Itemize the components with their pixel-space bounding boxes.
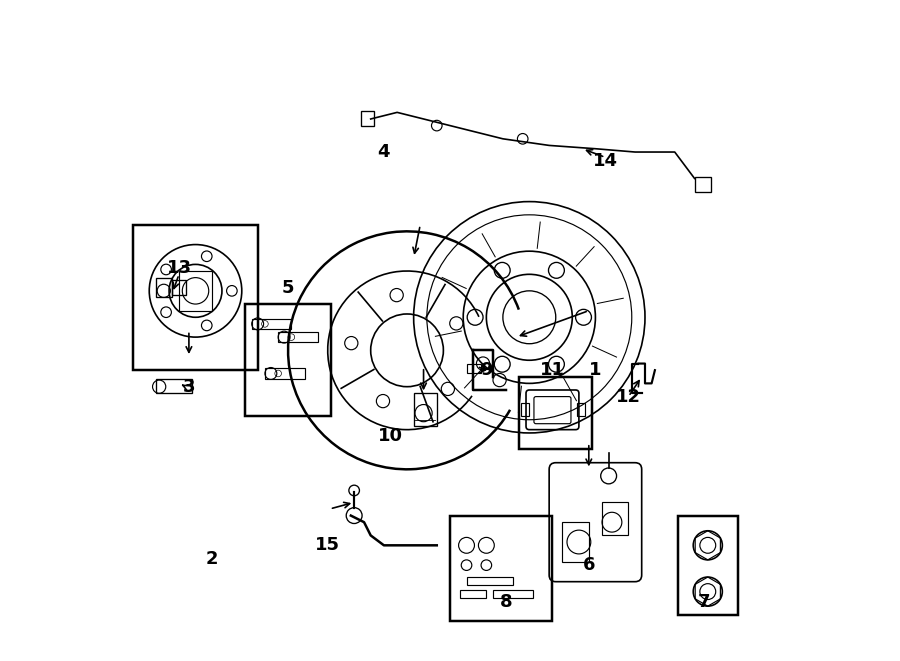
Bar xyxy=(361,111,374,126)
Bar xyxy=(466,577,513,585)
Bar xyxy=(179,271,212,311)
Text: 13: 13 xyxy=(166,258,192,277)
Text: 6: 6 xyxy=(582,556,595,574)
Bar xyxy=(450,516,553,621)
Text: 9: 9 xyxy=(480,361,492,379)
Text: 12: 12 xyxy=(616,387,641,406)
Text: 11: 11 xyxy=(540,361,565,379)
Text: 14: 14 xyxy=(593,151,617,170)
Bar xyxy=(519,377,592,449)
Bar xyxy=(493,590,533,598)
Text: 8: 8 xyxy=(500,592,512,611)
Bar xyxy=(460,590,486,598)
Bar xyxy=(278,332,318,342)
Text: 7: 7 xyxy=(698,592,711,611)
Bar xyxy=(252,319,292,329)
Bar xyxy=(132,225,258,370)
Bar xyxy=(466,364,482,373)
Bar xyxy=(245,304,331,416)
Bar xyxy=(265,368,304,379)
Bar xyxy=(562,522,589,562)
Text: 2: 2 xyxy=(206,549,219,568)
Bar xyxy=(156,278,173,297)
Bar xyxy=(577,403,585,416)
Bar xyxy=(173,280,185,295)
Text: 5: 5 xyxy=(282,278,294,297)
Text: 15: 15 xyxy=(315,536,340,555)
Text: 4: 4 xyxy=(378,143,391,161)
Bar xyxy=(156,379,193,393)
Text: 3: 3 xyxy=(183,377,195,396)
Bar xyxy=(602,502,628,535)
Bar xyxy=(414,393,436,426)
Bar xyxy=(695,177,711,192)
Text: 10: 10 xyxy=(378,427,403,446)
Text: 1: 1 xyxy=(590,361,602,379)
Bar xyxy=(678,516,737,615)
Bar xyxy=(521,403,528,416)
